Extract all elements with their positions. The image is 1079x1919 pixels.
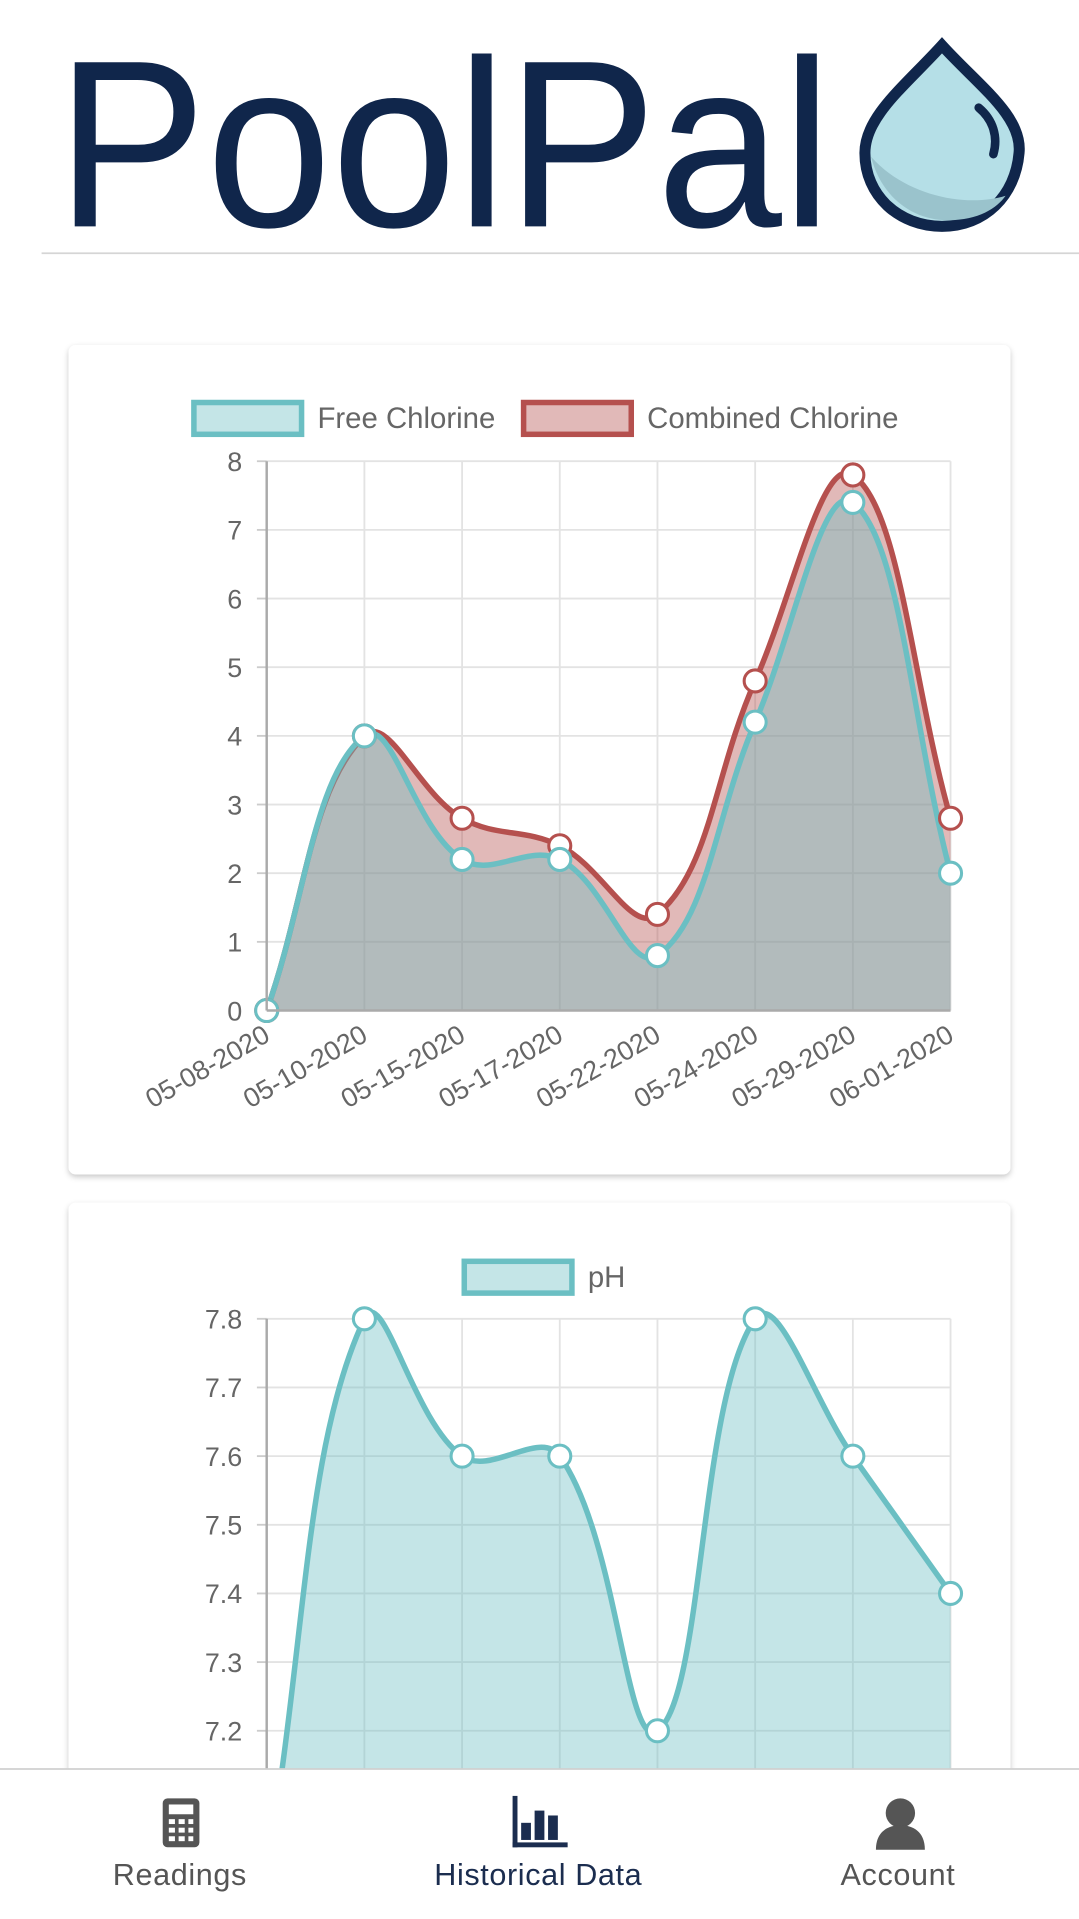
area-fill [266,500,951,1011]
readings-icon[interactable] [162,1798,200,1848]
data-point [840,1443,866,1469]
bottom-nav: Readings Historical Data Account [0,1768,1079,1919]
legend: Free Chlorine Combined Chlorine [191,399,898,438]
data-point [742,709,768,735]
header: PoolPal [41,10,1079,277]
data-point [547,846,573,872]
y-tick-label: 6 [227,584,242,614]
data-point [644,943,671,969]
app-logo-title: PoolPal [56,10,832,277]
area-fill [266,472,951,1011]
y-tick-label: 4 [227,722,242,752]
legend-swatch [461,1258,575,1296]
y-tick-label: 7.7 [205,1373,242,1403]
data-point [938,1580,964,1606]
y-tick-label: 3 [227,790,242,820]
data-point [644,1718,671,1744]
y-tick-label: 7.8 [205,1305,242,1335]
y-tick-label: 7.2 [205,1717,242,1747]
data-point [547,1443,573,1469]
logo-drop [859,37,1025,232]
data-point [938,805,964,831]
legend-label: Combined Chlorine [647,402,898,435]
data-point [351,1306,377,1332]
legend-label: pH [588,1261,626,1294]
chart-card [68,1202,1011,1919]
historical-icon[interactable] [512,1795,568,1848]
y-tick-label: 8 [227,447,242,477]
data-point [449,805,475,831]
y-tick-label: 7 [227,516,242,546]
data-point [449,1443,475,1469]
y-tick-label: 1 [227,928,242,958]
data-point [742,1306,768,1332]
y-tick-label: 7.5 [205,1511,242,1541]
y-tick-label: 7.4 [205,1579,242,1609]
legend-label: Free Chlorine [317,402,495,435]
account-icon[interactable] [875,1798,925,1850]
data-point [938,860,964,886]
y-tick-label: 5 [227,653,242,683]
legend-swatch [191,399,305,438]
data-point [840,462,866,488]
data-point [840,489,866,515]
data-point [742,668,768,694]
data-point [449,846,475,872]
nav-label[interactable]: Account [841,1858,956,1892]
nav-label[interactable]: Historical Data [434,1858,642,1892]
legend: pH [461,1258,626,1296]
data-point [644,901,671,927]
legend-swatch [520,399,635,438]
y-tick-label: 0 [227,996,242,1026]
data-point [351,723,377,749]
nav-label[interactable]: Readings [113,1858,247,1892]
chart-card [68,345,1011,1175]
series-line [263,1309,953,1869]
y-tick-label: 2 [227,859,242,889]
y-tick-label: 7.6 [205,1442,242,1472]
y-tick-label: 7.3 [205,1648,242,1678]
